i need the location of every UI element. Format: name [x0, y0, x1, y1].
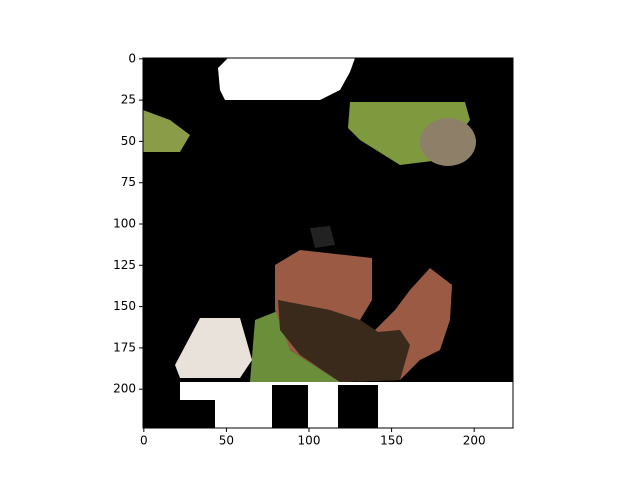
grass-patch	[250, 310, 340, 382]
axes-frame	[142, 57, 514, 429]
x-tick-label: 200	[463, 434, 486, 448]
x-tick-label: 0	[140, 434, 148, 448]
image	[143, 58, 513, 428]
object	[310, 226, 335, 248]
unmasked-region	[143, 400, 215, 428]
x-tick-label: 50	[219, 434, 234, 448]
y-tick-label: 0	[128, 51, 136, 65]
y-tick-label: 200	[113, 382, 136, 396]
stump	[278, 300, 410, 382]
y-tick-label: 75	[121, 175, 136, 189]
white-cat	[175, 318, 252, 378]
cat-head	[420, 118, 476, 166]
unmasked-region	[143, 382, 180, 400]
y-tick-label: 175	[113, 340, 136, 354]
x-tick-label: 150	[380, 434, 403, 448]
x-tick-label: 100	[298, 434, 321, 448]
y-tick-label: 125	[113, 258, 136, 272]
y-tick-label: 25	[121, 93, 136, 107]
unmasked-region	[338, 385, 378, 428]
grass-patch	[143, 110, 190, 152]
unmasked-region	[272, 385, 308, 428]
masked-region	[218, 58, 355, 100]
y-tick-label: 50	[121, 134, 136, 148]
y-tick-label: 100	[113, 217, 136, 231]
y-tick-label: 150	[113, 299, 136, 313]
